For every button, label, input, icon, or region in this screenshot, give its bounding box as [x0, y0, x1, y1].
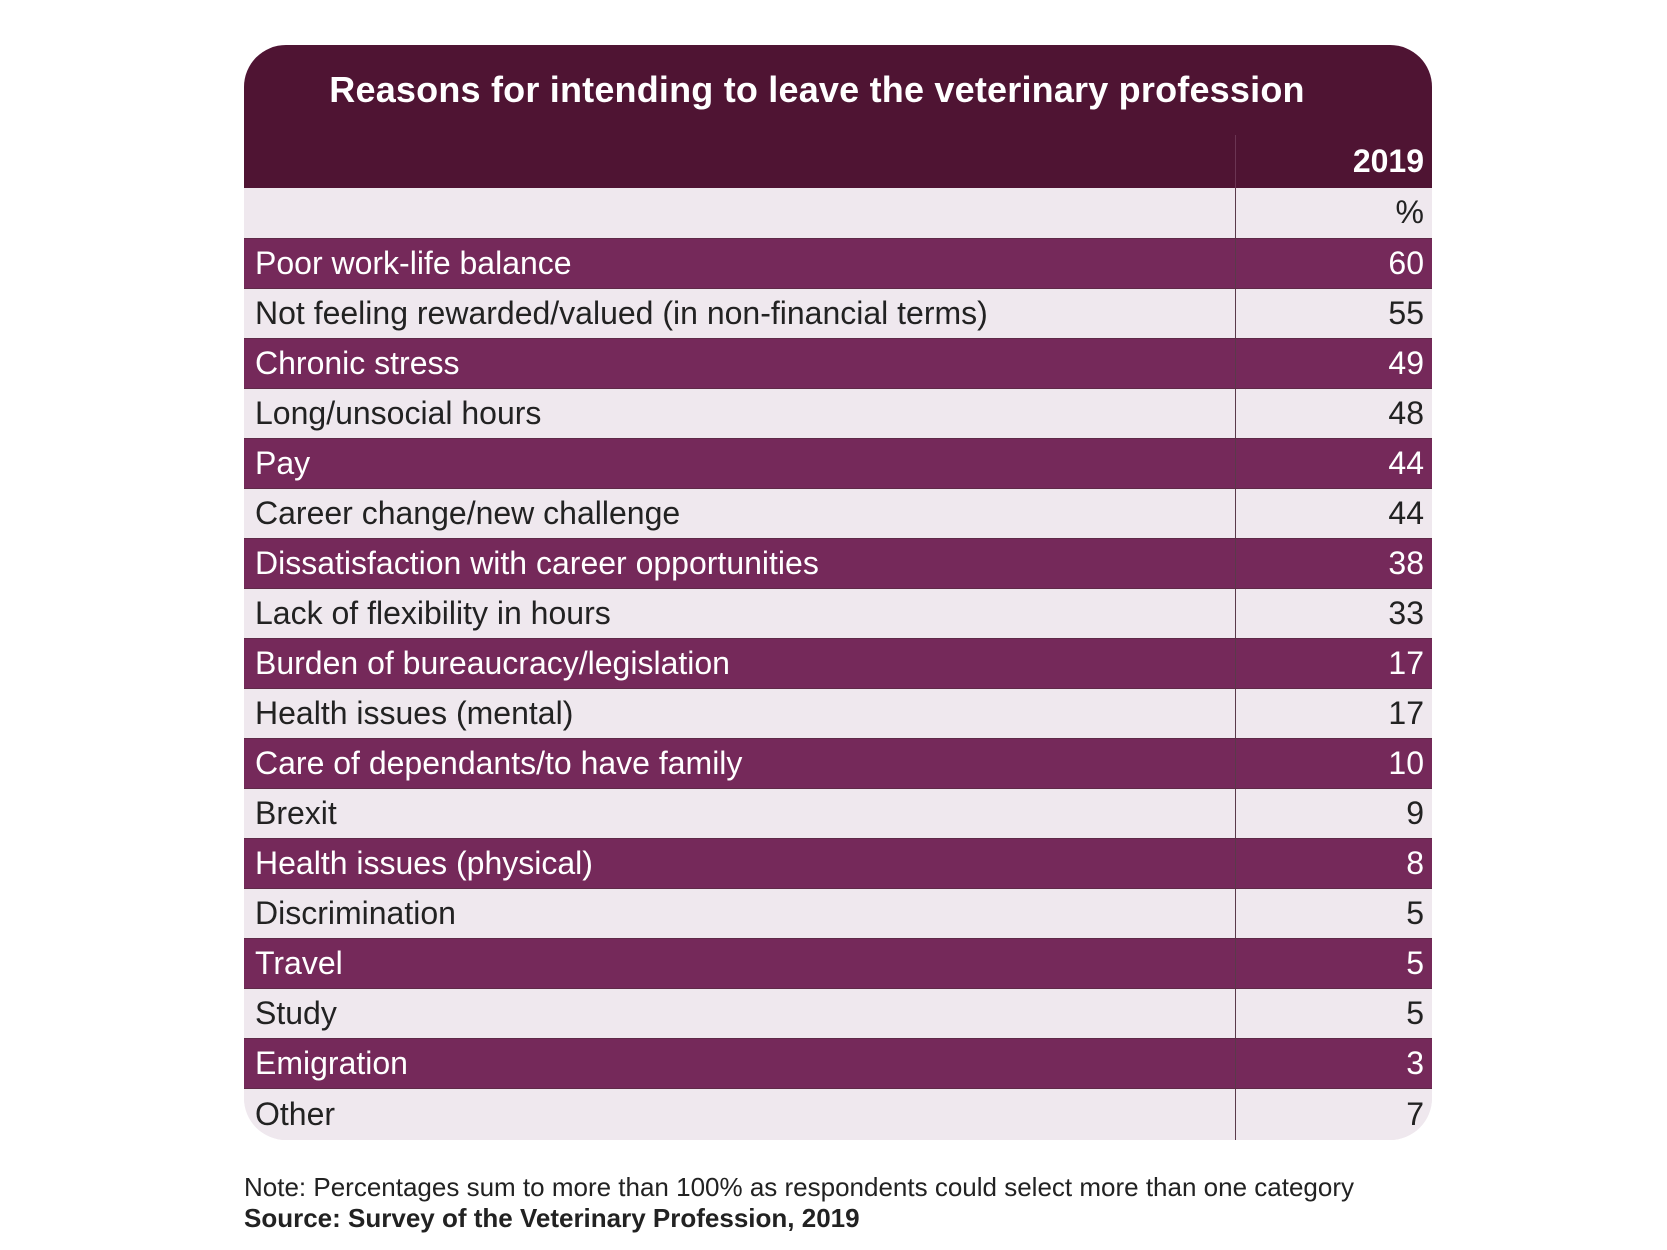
title-band: Reasons for intending to leave the veter… [244, 45, 1432, 135]
row-label: Career change/new challenge [244, 488, 1235, 539]
table-row: Burden of bureaucracy/legislation 17 [244, 638, 1432, 689]
table-card: Reasons for intending to leave the veter… [244, 45, 1432, 1140]
row-label: Pay [244, 438, 1235, 489]
unit-cell: % [1234, 188, 1432, 239]
unit-empty-cell [244, 188, 1235, 239]
table-row: Lack of flexibility in hours 33 [244, 588, 1432, 639]
row-value: 5 [1234, 938, 1432, 989]
row-label: Care of dependants/to have family [244, 738, 1235, 789]
row-label: Travel [244, 938, 1235, 989]
row-label: Study [244, 988, 1235, 1039]
table-row: Long/unsocial hours 48 [244, 388, 1432, 439]
row-label: Other [244, 1088, 1235, 1140]
note-text: Note: Percentages sum to more than 100% … [244, 1172, 1354, 1202]
table-row: Health issues (mental) 17 [244, 688, 1432, 739]
year-header-empty-cell [244, 135, 1235, 188]
row-value: 8 [1234, 838, 1432, 889]
row-value: 17 [1234, 688, 1432, 739]
row-value: 9 [1234, 788, 1432, 839]
table-row: Brexit 9 [244, 788, 1432, 839]
row-value: 10 [1234, 738, 1432, 789]
table-row: Dissatisfaction with career opportunitie… [244, 538, 1432, 589]
row-label: Lack of flexibility in hours [244, 588, 1235, 639]
row-value: 17 [1234, 638, 1432, 689]
source-text: Source: Survey of the Veterinary Profess… [244, 1203, 860, 1233]
year-header-row: 2019 [244, 135, 1432, 188]
row-value: 44 [1234, 438, 1432, 489]
table-row: Poor work-life balance 60 [244, 238, 1432, 289]
unit-row: % [244, 188, 1432, 239]
row-value: 3 [1234, 1038, 1432, 1089]
table-row: Study 5 [244, 988, 1432, 1039]
row-label: Not feeling rewarded/valued (in non-fina… [244, 288, 1235, 339]
row-value: 5 [1234, 888, 1432, 939]
row-value: 60 [1234, 238, 1432, 289]
table-row: Care of dependants/to have family 10 [244, 738, 1432, 789]
table-row: Health issues (physical) 8 [244, 838, 1432, 889]
row-label: Poor work-life balance [244, 238, 1235, 289]
year-header-cell: 2019 [1234, 135, 1432, 188]
table-row: Other 7 [244, 1088, 1432, 1140]
row-label: Discrimination [244, 888, 1235, 939]
row-value: 5 [1234, 988, 1432, 1039]
table-row: Not feeling rewarded/valued (in non-fina… [244, 288, 1432, 339]
table-body: 2019 % Poor work-life balance 60 Not feeli… [244, 135, 1432, 1140]
table-row: Career change/new challenge 44 [244, 488, 1432, 539]
data-table: 2019 % Poor work-life balance 60 Not feeli… [244, 135, 1432, 1140]
chart-title: Reasons for intending to leave the veter… [329, 69, 1305, 110]
row-label: Long/unsocial hours [244, 388, 1235, 439]
row-value: 7 [1234, 1088, 1432, 1140]
table-row: Discrimination 5 [244, 888, 1432, 939]
row-label: Brexit [244, 788, 1235, 839]
row-label: Health issues (mental) [244, 688, 1235, 739]
row-value: 33 [1234, 588, 1432, 639]
row-value: 48 [1234, 388, 1432, 439]
table-row: Travel 5 [244, 938, 1432, 989]
table-row: Emigration 3 [244, 1038, 1432, 1089]
row-label: Dissatisfaction with career opportunitie… [244, 538, 1235, 589]
row-label: Chronic stress [244, 338, 1235, 389]
row-label: Emigration [244, 1038, 1235, 1089]
table-row: Chronic stress 49 [244, 338, 1432, 389]
row-value: 38 [1234, 538, 1432, 589]
row-value: 55 [1234, 288, 1432, 339]
row-value: 49 [1234, 338, 1432, 389]
row-value: 44 [1234, 488, 1432, 539]
table-row: Pay 44 [244, 438, 1432, 489]
row-label: Burden of bureaucracy/legislation [244, 638, 1235, 689]
row-label: Health issues (physical) [244, 838, 1235, 889]
